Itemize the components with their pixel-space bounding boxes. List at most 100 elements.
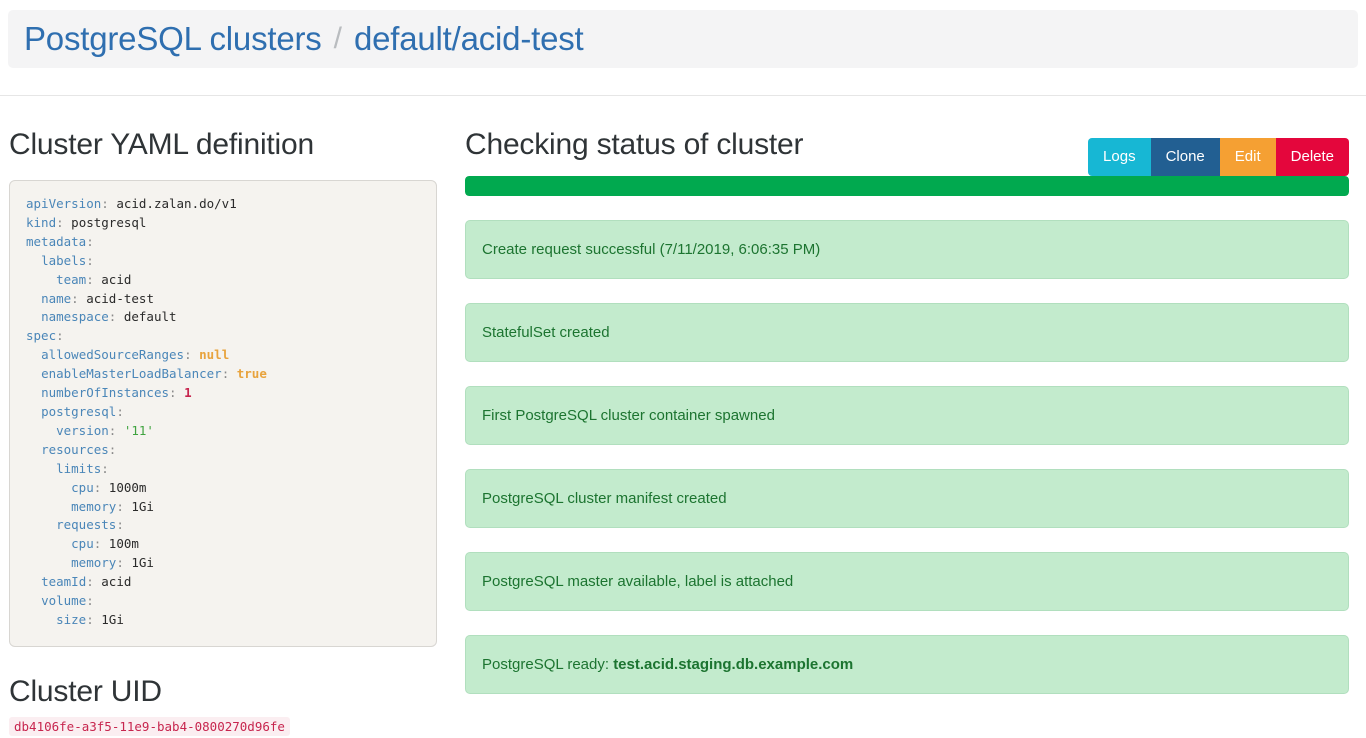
yaml-line: labels: [26, 252, 420, 271]
yaml-colon: : [86, 593, 94, 609]
cluster-action-buttons: Logs Clone Edit Delete [1088, 138, 1349, 176]
yaml-value: null [199, 347, 230, 363]
status-message-list: Create request successful (7/11/2019, 6:… [465, 220, 1349, 694]
yaml-colon: : [56, 214, 64, 230]
yaml-key: enableMasterLoadBalancer [41, 366, 222, 382]
page-title-status: Checking status of cluster [465, 128, 804, 161]
yaml-line: resources: [26, 441, 420, 460]
yaml-value: 1Gi [131, 498, 154, 514]
yaml-line: metadata: [26, 233, 420, 252]
yaml-line: enableMasterLoadBalancer: true [26, 365, 420, 384]
yaml-colon: : [93, 536, 102, 552]
yaml-key: kind [26, 214, 57, 230]
yaml-colon: : [116, 498, 124, 514]
yaml-colon: : [169, 385, 177, 401]
yaml-key: memory [71, 498, 117, 514]
yaml-key: allowedSourceRanges [41, 347, 185, 363]
yaml-colon: : [101, 196, 109, 211]
status-progress-bar [465, 176, 1349, 196]
yaml-key: cpu [71, 479, 94, 495]
status-panel-column: Checking status of cluster Logs Clone Edit… [465, 128, 1349, 694]
yaml-key: name [41, 290, 72, 306]
yaml-value: true [236, 366, 267, 382]
status-progress-fill [465, 176, 1349, 196]
yaml-colon: : [71, 290, 79, 306]
status-header: Checking status of cluster Logs Clone Edit… [465, 128, 1349, 176]
yaml-line: team: acid [26, 271, 420, 290]
yaml-key: metadata [26, 233, 87, 249]
yaml-panel-column: Cluster YAML definition apiVersion: acid… [9, 128, 439, 736]
yaml-colon: : [86, 611, 94, 627]
yaml-value: acid.zalan.do/v1 [116, 196, 237, 211]
yaml-key: namespace [41, 309, 109, 325]
clone-button[interactable]: Clone [1150, 138, 1220, 176]
yaml-line: volume: [26, 592, 420, 611]
yaml-key: resources [41, 441, 109, 457]
breadcrumb-link-clusters[interactable]: PostgreSQL clusters [24, 20, 322, 57]
yaml-line: apiVersion: acid.zalan.do/v1 [26, 195, 420, 214]
yaml-key: volume [41, 593, 87, 609]
status-message-text: PostgreSQL ready: [482, 656, 614, 673]
yaml-line: name: acid-test [26, 290, 420, 309]
yaml-key: labels [41, 252, 87, 268]
yaml-value: 1 [184, 385, 192, 401]
yaml-value: default [123, 309, 177, 325]
yaml-colon: : [86, 574, 94, 590]
edit-button[interactable]: Edit [1219, 138, 1276, 176]
yaml-line: teamId: acid [26, 573, 420, 592]
status-message: PostgreSQL cluster manifest created [465, 469, 1349, 528]
cluster-uid-value: db4106fe-a3f5-11e9-bab4-0800270d96fe [9, 716, 290, 736]
yaml-value: 1Gi [131, 555, 154, 571]
status-message: Create request successful (7/11/2019, 6:… [465, 220, 1349, 279]
yaml-colon: : [108, 441, 117, 457]
status-message-text: StatefulSet created [482, 324, 610, 341]
header-divider [0, 95, 1366, 96]
yaml-value: '11' [123, 422, 154, 438]
yaml-line: spec: [26, 327, 420, 346]
yaml-key: requests [56, 517, 117, 533]
yaml-key: size [56, 611, 87, 627]
status-message-host: test.acid.staging.db.example.com [613, 656, 854, 673]
yaml-value: 1Gi [101, 611, 124, 627]
page-title-yaml: Cluster YAML definition [9, 128, 314, 161]
yaml-colon: : [93, 479, 102, 495]
status-message-text: PostgreSQL cluster manifest created [482, 490, 727, 507]
delete-button[interactable]: Delete [1275, 138, 1349, 176]
yaml-line: kind: postgresql [26, 214, 420, 233]
yaml-value: postgresql [71, 214, 147, 230]
yaml-key: apiVersion [26, 196, 102, 211]
yaml-value: acid [101, 271, 132, 287]
yaml-line: allowedSourceRanges: null [26, 346, 420, 365]
yaml-colon: : [184, 347, 192, 363]
yaml-colon: : [101, 460, 109, 476]
yaml-key: teamId [41, 574, 87, 590]
yaml-key: version [56, 422, 109, 438]
yaml-key: limits [56, 460, 102, 476]
page-title-uid: Cluster UID [9, 674, 162, 708]
yaml-colon: : [108, 309, 117, 325]
breadcrumb-current-cluster: default/acid-test [353, 20, 584, 57]
yaml-colon: : [221, 366, 230, 382]
logs-button[interactable]: Logs [1088, 138, 1151, 176]
yaml-colon: : [86, 271, 94, 287]
yaml-key: numberOfInstances [41, 385, 169, 401]
yaml-colon: : [116, 555, 124, 571]
status-message: PostgreSQL ready: test.acid.staging.db.e… [465, 635, 1349, 694]
yaml-value: acid [101, 574, 132, 590]
yaml-key: spec [26, 328, 57, 344]
yaml-colon: : [86, 252, 94, 268]
yaml-colon: : [116, 517, 124, 533]
yaml-line: memory: 1Gi [26, 554, 420, 573]
status-message-text: First PostgreSQL cluster container spawn… [482, 407, 775, 424]
yaml-line: cpu: 1000m [26, 479, 420, 498]
yaml-line: limits: [26, 460, 420, 479]
yaml-value: 100m [108, 536, 139, 552]
yaml-key: team [56, 271, 87, 287]
yaml-colon: : [108, 422, 117, 438]
yaml-colon: : [116, 403, 124, 419]
status-message-text: PostgreSQL master available, label is at… [482, 573, 794, 590]
yaml-line: size: 1Gi [26, 611, 420, 630]
breadcrumb-separator: / [333, 22, 342, 55]
yaml-line: requests: [26, 516, 420, 535]
status-message-text: Create request successful (7/11/2019, 6:… [482, 241, 821, 258]
